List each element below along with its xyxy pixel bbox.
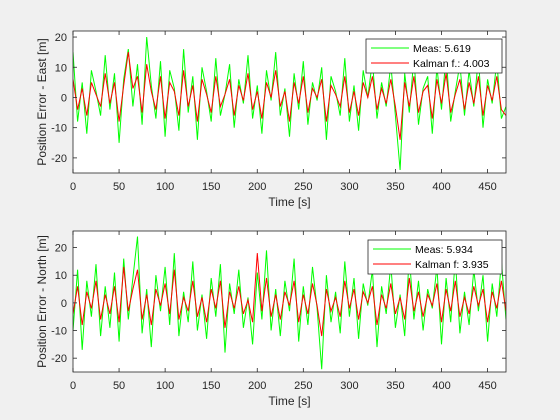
north-y-tick-label: -10 [51,326,67,338]
north-legend: Meas: 5.934 Kalman f: 3.935 [367,239,503,275]
north-x-axis-label: Time [s] [268,394,310,408]
east-x-tick-label: 100 [156,181,174,193]
north-y-tick-label: 20 [55,243,67,255]
east-series-measurement-line [73,36,506,171]
east-x-axis-label: Time [s] [268,195,310,209]
north-legend-label-kalman: Kalman f: 3.935 [415,259,489,271]
north-x-tick-label: 100 [156,380,174,392]
north-x-tick-label: 350 [386,380,404,392]
north-y-tick-label: 10 [55,270,67,282]
north-y-axis-label: Position Error - North [m] [35,235,49,368]
east-x-tick-label: 350 [386,181,404,193]
east-x-tick-label: 300 [340,181,358,193]
north-axes-box [72,230,507,373]
north-subplot: 0 50 100 150 200 250 300 350 400 450 -20 -10 0 10 20 Ti… [35,230,507,408]
north-legend-box [367,239,503,275]
north-x-tick-label: 250 [294,380,312,392]
east-y-tick-label: -10 [51,123,67,135]
north-x-tick-label: 300 [340,380,358,392]
east-y-tick-label: 0 [61,92,67,104]
north-x-tick-label: 0 [70,380,76,392]
north-x-tick-label: 150 [202,380,220,392]
east-y-tick-label: -20 [51,153,67,165]
north-y-tick-label: 0 [61,298,67,310]
north-y-tick-label: -20 [51,353,67,365]
north-series-kalman-line [73,253,506,337]
east-x-tick-label: 400 [432,181,450,193]
east-legend-box [365,38,503,74]
east-legend-label-kalman: Kalman f.: 4.003 [413,58,490,70]
east-x-tick-label: 200 [248,181,266,193]
north-x-tick-label: 450 [478,380,496,392]
east-series-kalman-line [73,52,506,140]
east-y-tick-label: 10 [55,62,67,74]
east-legend-label-measurement: Meas: 5.619 [413,43,471,55]
east-axes-box [72,30,507,174]
east-y-axis-label: Position Error - East [m] [35,38,49,165]
east-x-tick-label: 50 [113,181,125,193]
north-x-tick-label: 400 [432,380,450,392]
north-x-tick-label: 200 [248,380,266,392]
east-y-tick-label: 20 [55,32,67,44]
east-x-tick-label: 250 [294,181,312,193]
east-subplot: 0 50 100 150 200 250 300 350 400 450 -20 -10 0 10 20 Ti… [35,30,507,209]
north-legend-label-measurement: Meas: 5.934 [415,244,473,256]
east-legend: Meas: 5.619 Kalman f.: 4.003 [365,38,503,74]
east-x-tick-label: 0 [70,181,76,193]
east-x-tick-label: 150 [202,181,220,193]
north-x-tick-label: 50 [113,380,125,392]
east-x-tick-label: 450 [478,181,496,193]
